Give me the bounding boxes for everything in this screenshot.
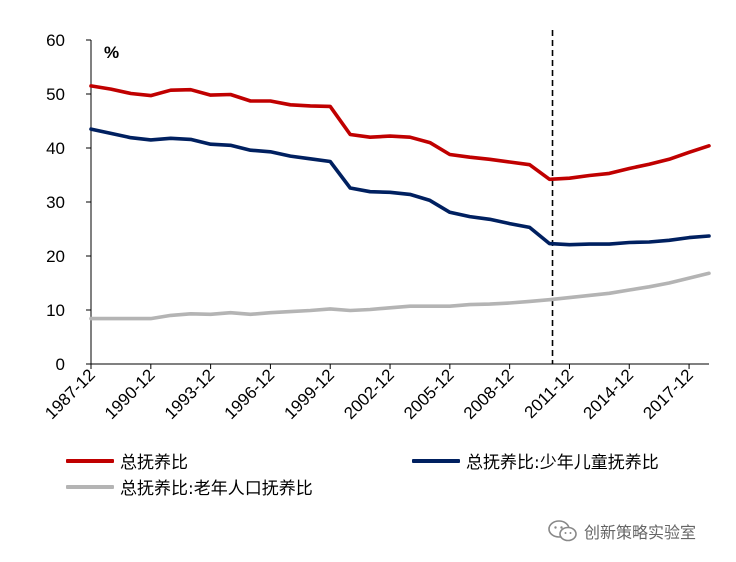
x-tick-label: 2011-12 [521, 365, 578, 422]
legend-item-total: 总抚养比 [66, 448, 188, 473]
legend-label-total: 总抚养比 [120, 453, 188, 473]
x-tick-label: 2005-12 [400, 365, 458, 423]
y-tick-label: 0 [56, 355, 65, 374]
legend-swatch-elderly [66, 484, 114, 489]
legend-label-elderly: 总抚养比:老年人口抚养比 [120, 479, 313, 499]
watermark: 创新策略实验室 [548, 519, 696, 543]
legend-item-youth: 总抚养比:少年儿童抚养比 [412, 448, 659, 473]
y-tick-label: 30 [46, 193, 65, 212]
y-tick-label: 40 [46, 139, 65, 158]
legend-item-elderly: 总抚养比:老年人口抚养比 [66, 474, 313, 499]
y-tick-label: 60 [46, 31, 65, 50]
x-tick-label: 1993-12 [161, 365, 219, 423]
chart-series [89, 84, 711, 321]
x-tick-label: 1990-12 [101, 365, 159, 423]
x-tick-label: 1987-12 [41, 365, 99, 423]
series-line-1 [89, 127, 711, 247]
x-tick-label: 2008-12 [460, 365, 518, 423]
x-tick-label: 2014-12 [580, 365, 638, 423]
x-tick-label: 2002-12 [340, 365, 398, 423]
legend-swatch-total [66, 458, 114, 463]
x-tick-label: 1999-12 [281, 365, 339, 423]
x-tick-label: 1996-12 [221, 365, 279, 423]
legend-swatch-youth [412, 458, 460, 463]
unit-label: % [104, 43, 119, 62]
y-tick-label: 20 [46, 247, 65, 266]
y-tick-label: 10 [46, 301, 65, 320]
legend-label-youth: 总抚养比:少年儿童抚养比 [466, 453, 659, 473]
series-line-2 [89, 271, 711, 321]
y-tick-label: 50 [46, 85, 65, 104]
wechat-icon [548, 520, 577, 542]
chart-axes [86, 30, 709, 369]
watermark-text: 创新策略实验室 [584, 523, 697, 542]
x-tick-label: 2017-12 [639, 365, 697, 423]
series-line-0 [89, 84, 711, 182]
